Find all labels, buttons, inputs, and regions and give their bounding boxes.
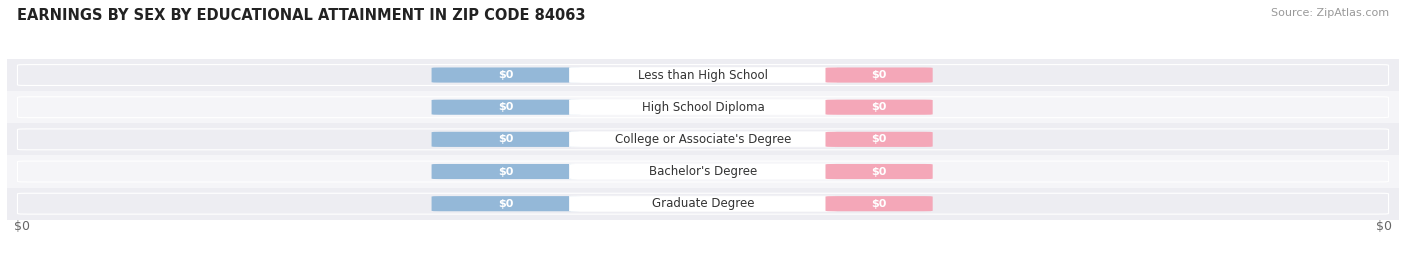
FancyBboxPatch shape	[17, 97, 1389, 118]
FancyBboxPatch shape	[569, 196, 837, 211]
Bar	[7, 155, 1399, 188]
Text: $0: $0	[872, 70, 887, 80]
FancyBboxPatch shape	[432, 196, 581, 211]
FancyBboxPatch shape	[17, 65, 1389, 85]
FancyBboxPatch shape	[432, 132, 581, 147]
FancyBboxPatch shape	[825, 164, 932, 179]
Bar	[7, 91, 1399, 123]
FancyBboxPatch shape	[825, 132, 932, 147]
FancyBboxPatch shape	[825, 100, 932, 115]
Text: $0: $0	[498, 166, 513, 177]
FancyBboxPatch shape	[17, 161, 1389, 182]
Text: Less than High School: Less than High School	[638, 69, 768, 81]
FancyBboxPatch shape	[432, 164, 581, 179]
FancyBboxPatch shape	[432, 68, 581, 83]
Text: $0: $0	[498, 199, 513, 209]
FancyBboxPatch shape	[569, 68, 837, 83]
Text: High School Diploma: High School Diploma	[641, 101, 765, 114]
FancyBboxPatch shape	[569, 164, 837, 179]
Text: $0: $0	[498, 102, 513, 112]
FancyBboxPatch shape	[825, 68, 932, 83]
Text: $0: $0	[872, 134, 887, 144]
Text: Source: ZipAtlas.com: Source: ZipAtlas.com	[1271, 8, 1389, 18]
FancyBboxPatch shape	[432, 100, 581, 115]
Text: $0: $0	[14, 220, 30, 233]
Bar	[7, 188, 1399, 220]
FancyBboxPatch shape	[17, 129, 1389, 150]
Bar	[7, 59, 1399, 91]
Text: Graduate Degree: Graduate Degree	[652, 197, 754, 210]
Text: $0: $0	[872, 166, 887, 177]
Text: $0: $0	[1376, 220, 1392, 233]
Text: Bachelor's Degree: Bachelor's Degree	[650, 165, 756, 178]
Text: $0: $0	[498, 70, 513, 80]
FancyBboxPatch shape	[825, 196, 932, 211]
Text: EARNINGS BY SEX BY EDUCATIONAL ATTAINMENT IN ZIP CODE 84063: EARNINGS BY SEX BY EDUCATIONAL ATTAINMEN…	[17, 8, 585, 23]
Bar	[7, 123, 1399, 155]
FancyBboxPatch shape	[569, 132, 837, 147]
Text: $0: $0	[872, 102, 887, 112]
FancyBboxPatch shape	[17, 193, 1389, 214]
Text: $0: $0	[872, 199, 887, 209]
FancyBboxPatch shape	[569, 100, 837, 115]
Text: College or Associate's Degree: College or Associate's Degree	[614, 133, 792, 146]
Text: $0: $0	[498, 134, 513, 144]
